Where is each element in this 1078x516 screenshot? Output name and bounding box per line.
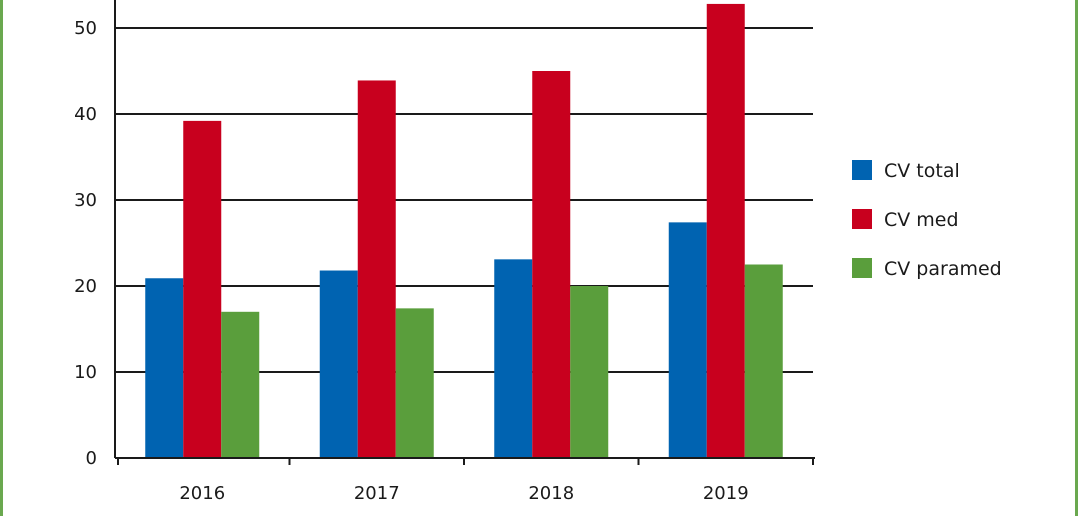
bar-cv-med-2017	[357, 80, 396, 459]
bar-chart: 0 10 20 30 40 50 2016 2017 2018 2019 CV total CV m…	[74, 0, 1002, 504]
bar-cv-med-2018	[532, 71, 571, 458]
legend-label: CV total	[884, 160, 960, 182]
bar-cv-total-2018	[494, 259, 533, 458]
axes: 0 10 20 30 40 50 2016 2017 2018 2019	[74, 0, 815, 504]
y-tick-label: 10	[74, 362, 97, 383]
bar-cv-med-2016	[183, 120, 222, 458]
legend: CV total CV med CV paramed	[852, 160, 1002, 280]
bar-cv-paramed-2017	[395, 308, 434, 458]
legend-label: CV paramed	[884, 258, 1002, 280]
legend-item: CV paramed	[852, 258, 1002, 280]
y-tick-label: 0	[86, 448, 97, 469]
bar-cv-total-2017	[319, 270, 358, 458]
legend-item: CV med	[852, 209, 959, 231]
legend-swatch	[852, 209, 872, 229]
y-tick-label: 50	[74, 18, 97, 39]
bar-cv-paramed-2016	[221, 311, 260, 458]
bar-cv-paramed-2018	[570, 286, 609, 458]
x-tick-label: 2017	[354, 483, 400, 504]
y-tick-label: 20	[74, 276, 97, 297]
legend-item: CV total	[852, 160, 960, 182]
x-tick-label: 2019	[703, 483, 749, 504]
legend-label: CV med	[884, 209, 959, 231]
legend-swatch	[852, 258, 872, 278]
x-tick-label: 2016	[179, 483, 225, 504]
bar-cv-med-2019	[706, 3, 745, 458]
y-tick-label: 40	[74, 104, 97, 125]
legend-swatch	[852, 160, 872, 180]
y-tick-label: 30	[74, 190, 97, 211]
bars	[145, 3, 783, 459]
bar-cv-total-2016	[145, 278, 184, 458]
bar-cv-total-2019	[668, 222, 707, 458]
x-tick-label: 2018	[528, 483, 574, 504]
bar-cv-paramed-2019	[744, 264, 783, 458]
